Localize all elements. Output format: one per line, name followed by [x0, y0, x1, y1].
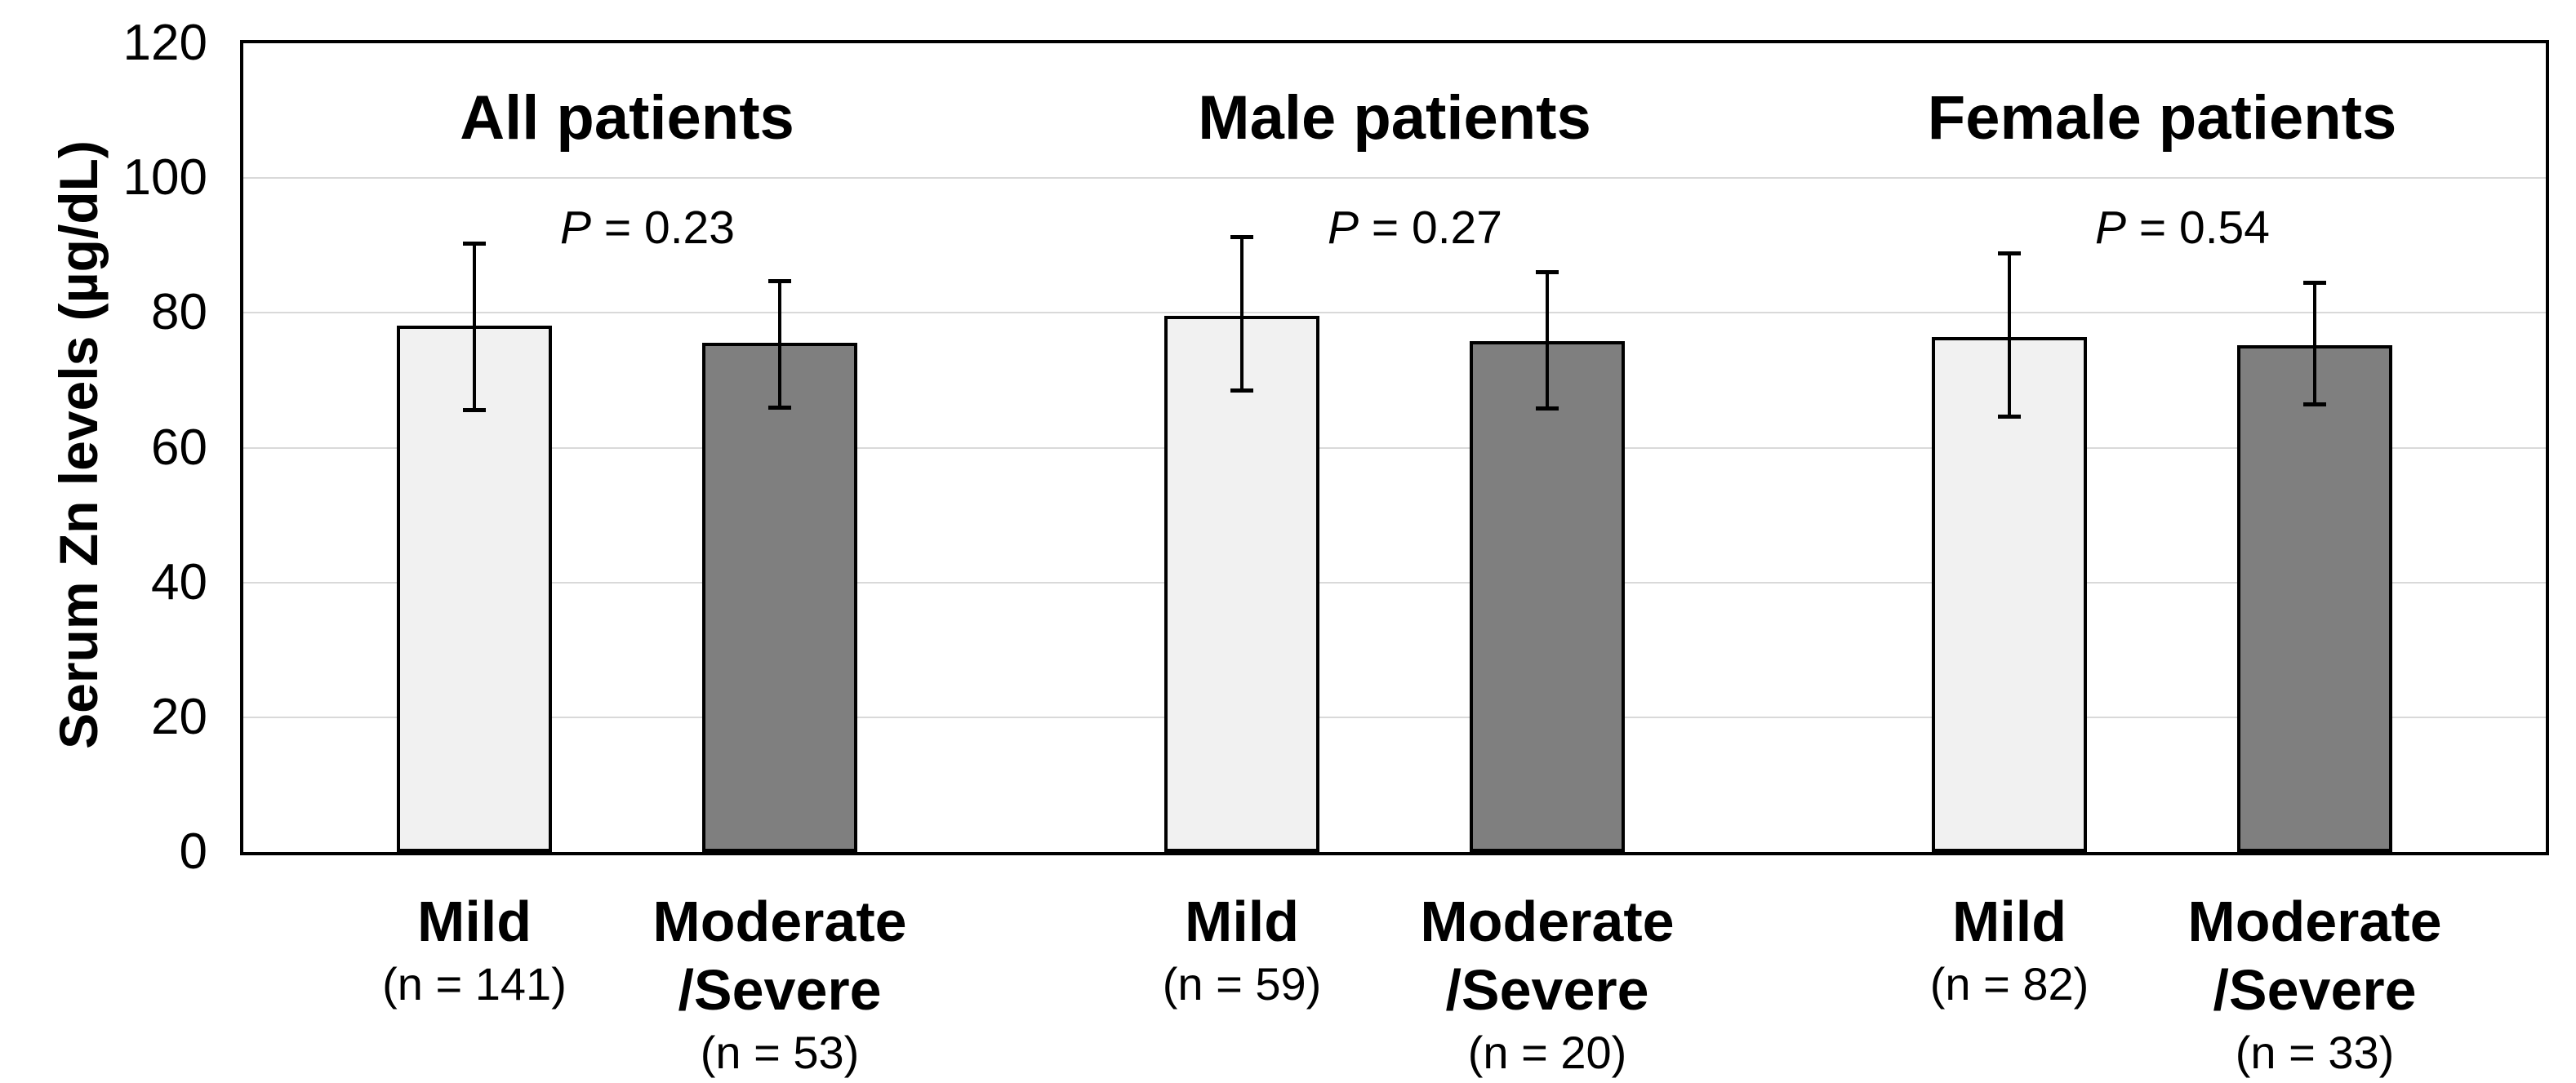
bar-moderate_severe	[1470, 341, 1625, 852]
x-label-line: /Severe	[2213, 958, 2417, 1022]
gridline-y-20	[243, 716, 2546, 718]
error-bar	[778, 280, 781, 408]
error-bar	[1240, 237, 1244, 392]
error-bar-cap-top	[1998, 251, 2021, 255]
gridline-y-100	[243, 177, 2546, 180]
x-label-n: (n = 82)	[1929, 958, 2089, 1010]
gridline-y-40	[243, 581, 2546, 584]
x-label-line: /Severe	[678, 958, 882, 1022]
p-italic: P	[560, 202, 592, 254]
error-bar-cap-top	[2303, 281, 2326, 286]
x-label-mild: Mild (n = 82)	[1930, 887, 2089, 1013]
error-bar-cap-top	[463, 242, 486, 246]
gridline-y-60	[243, 446, 2546, 449]
x-label-mild: Mild (n = 141)	[382, 887, 567, 1013]
error-bar-cap-top	[1230, 235, 1253, 239]
bar-mild	[1164, 316, 1319, 852]
error-bar-cap-bottom	[1536, 406, 1559, 411]
group-title: All patients	[460, 83, 794, 153]
group-title: Female patients	[1927, 83, 2397, 153]
p-value-label: P = 0.27	[1328, 202, 1502, 254]
bar-moderate_severe	[702, 343, 857, 852]
x-label-line: Mild	[1952, 890, 2067, 953]
x-label-line: Mild	[417, 890, 532, 953]
bar-mild	[397, 326, 552, 852]
error-bar	[2008, 252, 2011, 418]
x-label-moderate_severe: Moderate/Severe (n = 20)	[1420, 887, 1674, 1081]
p-italic: P	[1328, 202, 1359, 254]
x-label-moderate_severe: Moderate/Severe (n = 33)	[2187, 887, 2441, 1081]
error-bar	[2313, 282, 2316, 405]
error-bar-cap-bottom	[463, 408, 486, 413]
y-tick-label-60: 60	[151, 419, 207, 476]
group-title: Male patients	[1198, 83, 1591, 153]
x-label-mild: Mild (n = 59)	[1163, 887, 1322, 1013]
p-italic: P	[2095, 202, 2127, 254]
x-label-line: Mild	[1185, 890, 1299, 953]
error-bar-cap-bottom	[1230, 388, 1253, 393]
x-label-n: (n = 53)	[700, 1027, 860, 1078]
error-bar-cap-bottom	[1998, 415, 2021, 419]
y-tick-label-120: 120	[122, 15, 207, 71]
error-bar-cap-top	[1536, 269, 1559, 274]
x-label-n: (n = 59)	[1162, 958, 1322, 1010]
x-label-line: Moderate	[2187, 890, 2442, 953]
p-value-label: P = 0.23	[560, 202, 735, 254]
x-label-moderate_severe: Moderate/Severe (n = 53)	[652, 887, 906, 1081]
plot-area	[240, 40, 2549, 855]
y-tick-label-80: 80	[151, 284, 207, 341]
error-bar-cap-bottom	[768, 405, 791, 410]
y-tick-label-40: 40	[151, 553, 207, 610]
x-label-n: (n = 33)	[2235, 1027, 2395, 1078]
error-bar	[473, 243, 476, 411]
x-label-line: Moderate	[652, 890, 907, 953]
bar-moderate_severe	[2237, 344, 2392, 852]
bar-mild	[1932, 337, 2087, 852]
y-tick-label-0: 0	[179, 823, 207, 880]
error-bar	[1546, 271, 1549, 410]
x-label-n: (n = 20)	[1467, 1027, 1627, 1078]
p-value-label: P = 0.54	[2095, 202, 2270, 254]
x-label-line: /Severe	[1445, 958, 1649, 1022]
x-label-line: Moderate	[1420, 890, 1675, 953]
error-bar-cap-bottom	[2303, 402, 2326, 406]
y-tick-label-100: 100	[122, 149, 207, 206]
x-label-n: (n = 141)	[382, 958, 567, 1010]
gridline-y-80	[243, 312, 2546, 314]
y-tick-label-20: 20	[151, 688, 207, 745]
error-bar-cap-top	[768, 278, 791, 283]
